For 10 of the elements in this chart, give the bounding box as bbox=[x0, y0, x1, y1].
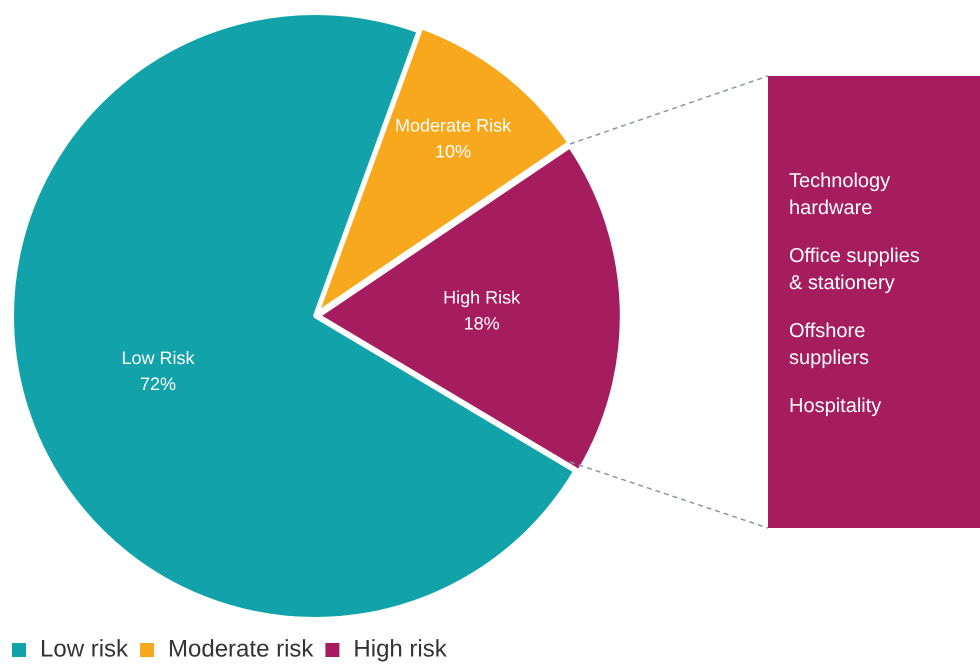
data-label: Moderate Risk 10% bbox=[395, 115, 512, 162]
legend-label: High risk bbox=[353, 636, 448, 663]
text: Hospitality bbox=[789, 394, 882, 419]
data-label: Low Risk 72% bbox=[121, 348, 196, 394]
data-label: High Risk 18% bbox=[443, 287, 522, 334]
text: Office supplies & stationery bbox=[789, 244, 921, 296]
legend-label: Low risk bbox=[40, 636, 130, 663]
legend-label: Moderate risk bbox=[168, 636, 314, 663]
text: Offshore suppliers bbox=[789, 319, 870, 371]
text: Technology hardware bbox=[789, 169, 892, 221]
